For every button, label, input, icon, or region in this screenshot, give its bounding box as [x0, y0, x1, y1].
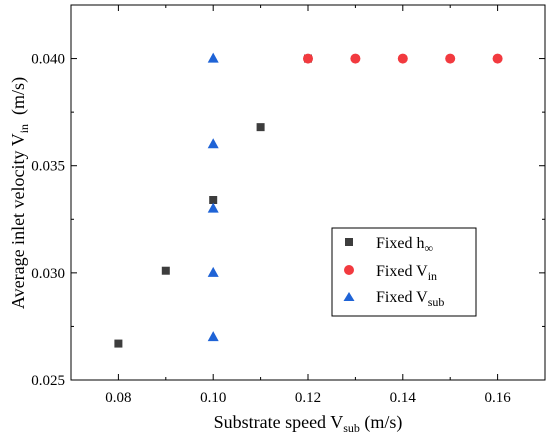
x-tick-label: 0.14 — [390, 390, 417, 406]
point-fixed-vsub — [207, 202, 219, 213]
legend-label-fixed-vsub: Fixed Vsub — [376, 289, 444, 309]
point-fixed-vin — [397, 53, 408, 64]
x-axis-title: Substrate speed Vsub (m/s) — [214, 412, 403, 435]
x-tick-label: 0.08 — [105, 390, 131, 406]
point-fixed-h — [161, 266, 170, 275]
legend-label-fixed-vin: Fixed Vin — [376, 263, 437, 283]
x-tick-label: 0.12 — [295, 390, 321, 406]
point-fixed-vin — [492, 53, 503, 64]
x-tick-label: 0.10 — [200, 390, 226, 406]
legend: Fixed h∞ Fixed Vin Fixed Vsub — [331, 227, 477, 317]
point-fixed-vin — [350, 53, 361, 64]
legend-marker-fixed-vsub — [343, 292, 355, 301]
legend-marker-fixed-vin — [344, 265, 354, 275]
y-tick-label: 0.040 — [31, 52, 65, 68]
legend-box — [331, 227, 477, 317]
axis-ticks — [70, 4, 546, 381]
y-tick-label: 0.025 — [31, 373, 65, 389]
y-axis-title: Average inlet velocity Vin (m/s) — [8, 77, 31, 309]
point-fixed-h — [114, 339, 123, 348]
axis-tick-labels: 0.08 0.10 0.12 0.14 0.16 0.025 0.030 0.035 0.040 — [31, 52, 511, 406]
point-fixed-vsub — [207, 52, 219, 63]
point-fixed-vsub — [207, 331, 219, 342]
x-tick-label: 0.16 — [484, 390, 511, 406]
point-fixed-vsub — [207, 266, 219, 277]
data-points — [114, 52, 503, 348]
point-fixed-h — [209, 196, 218, 204]
y-tick-label: 0.035 — [31, 159, 65, 175]
legend-marker-fixed-h — [345, 238, 353, 246]
point-fixed-vin — [303, 53, 313, 64]
point-fixed-vin — [445, 53, 456, 64]
point-fixed-vsub — [207, 138, 219, 149]
point-fixed-h — [256, 123, 265, 132]
legend-label-fixed-h: Fixed h∞ — [376, 235, 433, 255]
y-tick-label: 0.030 — [31, 266, 65, 282]
